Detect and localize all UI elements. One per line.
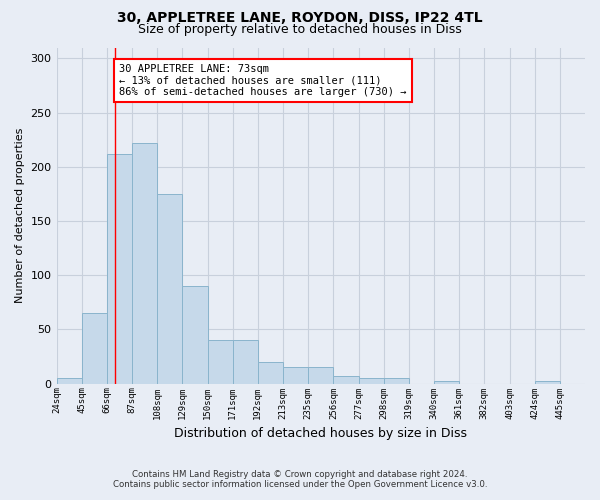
Text: 30, APPLETREE LANE, ROYDON, DISS, IP22 4TL: 30, APPLETREE LANE, ROYDON, DISS, IP22 4… xyxy=(117,11,483,25)
Bar xyxy=(258,362,283,384)
Bar xyxy=(182,286,208,384)
Bar xyxy=(208,340,233,384)
Bar xyxy=(383,378,409,384)
Bar xyxy=(82,313,107,384)
Bar xyxy=(334,376,359,384)
Bar xyxy=(157,194,182,384)
X-axis label: Distribution of detached houses by size in Diss: Distribution of detached houses by size … xyxy=(174,427,467,440)
Bar xyxy=(434,382,459,384)
Bar xyxy=(132,143,157,384)
Bar xyxy=(359,378,383,384)
Text: Contains HM Land Registry data © Crown copyright and database right 2024.
Contai: Contains HM Land Registry data © Crown c… xyxy=(113,470,487,489)
Bar xyxy=(107,154,132,384)
Bar xyxy=(535,382,560,384)
Text: 30 APPLETREE LANE: 73sqm
← 13% of detached houses are smaller (111)
86% of semi-: 30 APPLETREE LANE: 73sqm ← 13% of detach… xyxy=(119,64,406,97)
Text: Size of property relative to detached houses in Diss: Size of property relative to detached ho… xyxy=(138,22,462,36)
Y-axis label: Number of detached properties: Number of detached properties xyxy=(15,128,25,304)
Bar xyxy=(283,368,308,384)
Bar xyxy=(308,368,334,384)
Bar xyxy=(56,378,82,384)
Bar xyxy=(233,340,258,384)
